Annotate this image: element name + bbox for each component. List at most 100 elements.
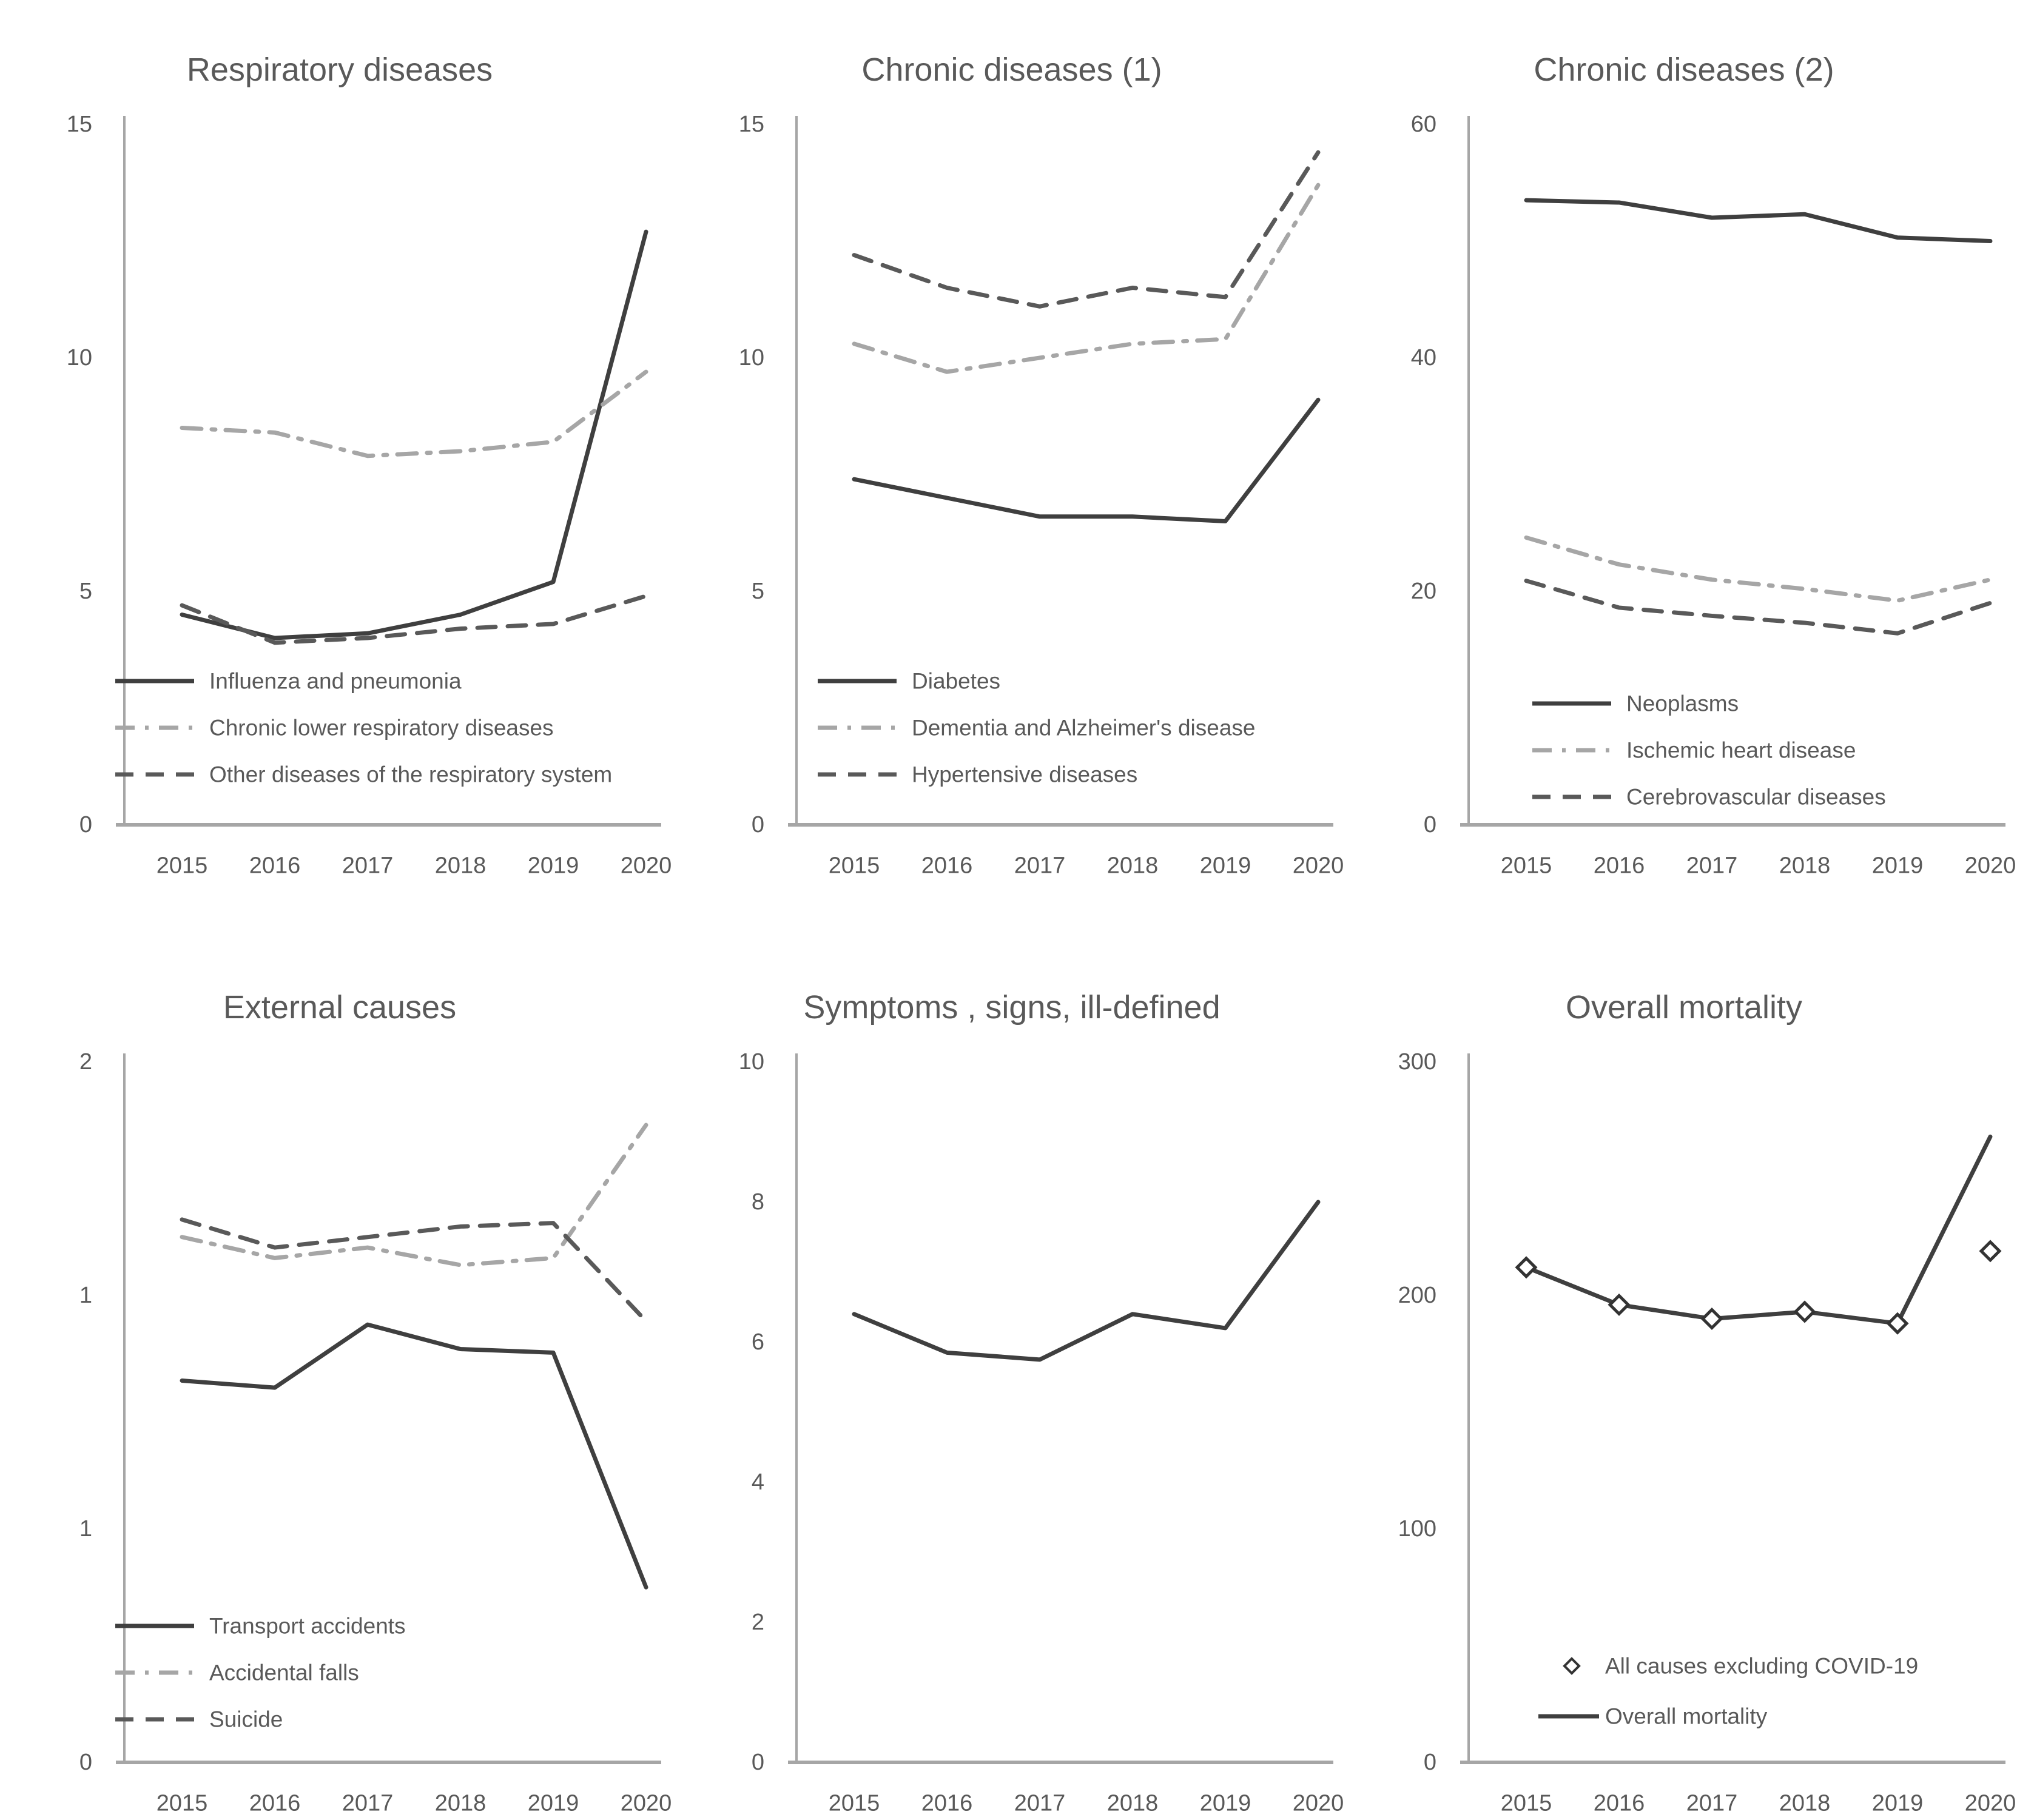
series-line-symptoms-signs-ill-defined xyxy=(852,1200,1321,1362)
x-tick-label: 2016 xyxy=(921,1790,973,1816)
chart-plot: 0 100 200 300 2015 2016 2017 2018 2019 2020 All ca… xyxy=(1398,1049,2016,1816)
chart-title: External causes xyxy=(223,989,456,1026)
legend-label-ischemic-heart-disease: Ischemic heart disease xyxy=(1626,738,1856,763)
marker-diamond-all-causes-excluding-covid-19 xyxy=(1886,1312,1909,1335)
legend-label-dementia-and-alzheimer-s-disease: Dementia and Alzheimer's disease xyxy=(912,716,1255,740)
y-tick-label: 300 xyxy=(1398,1049,1436,1075)
x-tick-label: 2019 xyxy=(528,1790,579,1816)
y-tick-label: 0 xyxy=(752,812,764,838)
x-tick-label: 2020 xyxy=(1965,853,2016,878)
x-tick-label: 2020 xyxy=(1293,1790,1344,1816)
y-tick-label: 4 xyxy=(752,1469,764,1495)
chart-plot: 0 1 1 2 2015 2016 2017 2018 2019 2020 Transport ac… xyxy=(79,1049,672,1816)
marker-diamond-all-causes-excluding-covid-19 xyxy=(1979,1240,2002,1263)
x-tick-label: 2018 xyxy=(1779,853,1831,878)
chart-plot: 0 5 10 15 2015 2016 2017 2018 2019 2020 Influenza … xyxy=(67,112,672,878)
x-tick-label: 2016 xyxy=(249,1790,301,1816)
x-tick-label: 2019 xyxy=(1200,1790,1251,1816)
y-tick-label: 2 xyxy=(752,1610,764,1635)
series-line-accidental-falls xyxy=(180,1123,648,1268)
x-tick-label: 2015 xyxy=(157,1790,208,1816)
x-tick-label: 2015 xyxy=(1501,1790,1552,1816)
y-tick-label: 10 xyxy=(67,345,92,371)
legend-label-accidental-falls: Accidental falls xyxy=(209,1660,359,1685)
y-tick-label: 0 xyxy=(752,1750,764,1775)
x-tick-label: 2016 xyxy=(249,853,301,878)
chart-title: Overall mortality xyxy=(1566,989,1802,1026)
x-tick-label: 2015 xyxy=(157,853,208,878)
series-line-suicide xyxy=(180,1217,648,1323)
y-tick-label: 1 xyxy=(79,1516,92,1542)
x-tick-label: 2017 xyxy=(1014,1790,1066,1816)
marker-diamond-all-causes-excluding-covid-19 xyxy=(1700,1307,1723,1331)
x-tick-label: 2016 xyxy=(921,853,973,878)
y-tick-label: 60 xyxy=(1411,112,1436,137)
y-tick-label: 15 xyxy=(67,112,92,137)
x-tick-label: 2020 xyxy=(621,853,672,878)
x-tick-label: 2016 xyxy=(1594,853,1645,878)
series-line-diabetes xyxy=(852,397,1321,523)
chart-symptoms-signs-ill-defined-svg: Symptoms , signs, ill-defined 0 2 4 6 8 10 201… xyxy=(739,989,1344,1816)
legend-label-overall-mortality: Overall mortality xyxy=(1605,1704,1768,1729)
chart-plot: 0 2 4 6 8 10 2015 2016 2017 2018 2019 2020 xyxy=(739,1049,1344,1816)
y-tick-label: 5 xyxy=(752,579,764,604)
y-tick-label: 0 xyxy=(1424,812,1436,838)
y-tick-label: 0 xyxy=(79,812,92,838)
chart-chronic-diseases-2-svg: Chronic diseases (2) 0 20 40 60 2015 2016 2017… xyxy=(1411,52,2016,878)
marker-diamond-all-causes-excluding-covid-19 xyxy=(1608,1293,1631,1316)
y-tick-label: 1 xyxy=(79,1283,92,1308)
x-tick-label: 2018 xyxy=(1779,1790,1831,1816)
series-line-chronic-lower-respiratory-diseases xyxy=(180,369,648,458)
x-tick-label: 2020 xyxy=(1965,1790,2016,1816)
y-tick-label: 8 xyxy=(752,1189,764,1215)
x-tick-label: 2015 xyxy=(829,1790,880,1816)
legend-label-suicide: Suicide xyxy=(209,1707,283,1732)
legend-label-neoplasms: Neoplasms xyxy=(1626,691,1739,716)
x-tick-label: 2016 xyxy=(1594,1790,1645,1816)
marker-diamond-all-causes-excluding-covid-19 xyxy=(1793,1300,1816,1323)
marker-diamond-all-causes-excluding-covid-19 xyxy=(1515,1256,1538,1279)
y-tick-label: 6 xyxy=(752,1329,764,1355)
x-tick-label: 2015 xyxy=(1501,853,1552,878)
y-tick-label: 0 xyxy=(1424,1750,1436,1775)
x-tick-label: 2017 xyxy=(1014,853,1066,878)
series-line-ischemic-heart-disease xyxy=(1524,535,1993,603)
y-tick-label: 10 xyxy=(739,345,764,371)
legend-label-transport-accidents: Transport accidents xyxy=(209,1614,406,1639)
chart-chronic-diseases-1: Chronic diseases (1) 0 5 10 15 2015 2016 2017 2… xyxy=(672,3,1344,882)
y-tick-label: 0 xyxy=(79,1750,92,1775)
legend-label-all-causes-excluding-covid-19: All causes excluding COVID-19 xyxy=(1605,1654,1918,1679)
legend-label-cerebrovascular-diseases: Cerebrovascular diseases xyxy=(1626,785,1886,810)
series-line-other-diseases-of-the-respiratory-system xyxy=(180,594,648,645)
x-tick-label: 2018 xyxy=(1107,1790,1159,1816)
series-line-transport-accidents xyxy=(180,1322,648,1590)
series-line-dementia-and-alzheimer-s-disease xyxy=(852,183,1321,374)
legend-label-hypertensive-diseases: Hypertensive diseases xyxy=(912,762,1137,787)
chart-overall-mortality-svg: Overall mortality 0 100 200 300 2015 2016 2017… xyxy=(1398,989,2016,1816)
legend-label-influenza-and-pneumonia: Influenza and pneumonia xyxy=(209,669,462,694)
x-tick-label: 2018 xyxy=(1107,853,1159,878)
y-tick-label: 20 xyxy=(1411,579,1436,604)
y-tick-label: 200 xyxy=(1398,1283,1436,1308)
x-tick-label: 2015 xyxy=(829,853,880,878)
series-line-cerebrovascular-diseases xyxy=(1524,579,1993,636)
chart-respiratory-diseases: Respiratory diseases 0 5 10 15 2015 2016 2017 2… xyxy=(0,3,672,882)
legend-label-diabetes: Diabetes xyxy=(912,669,1000,694)
x-tick-label: 2017 xyxy=(1686,853,1738,878)
chart-title: Respiratory diseases xyxy=(187,52,493,88)
y-tick-label: 10 xyxy=(739,1049,764,1075)
series-line-neoplasms xyxy=(1524,198,1993,243)
series-line-hypertensive-diseases xyxy=(852,150,1321,309)
chart-chronic-diseases-1-svg: Chronic diseases (1) 0 5 10 15 2015 2016 2017 2… xyxy=(739,52,1344,878)
chart-title: Chronic diseases (2) xyxy=(1534,52,1834,88)
chart-plot: 0 5 10 15 2015 2016 2017 2018 2019 2020 Diabetes De… xyxy=(739,112,1344,878)
series-line-overall-mortality xyxy=(1524,1134,1993,1326)
x-tick-label: 2017 xyxy=(1686,1790,1738,1816)
chart-title: Chronic diseases (1) xyxy=(861,52,1162,88)
y-tick-label: 100 xyxy=(1398,1516,1436,1542)
x-tick-label: 2018 xyxy=(435,853,487,878)
y-tick-label: 2 xyxy=(79,1049,92,1075)
series-line-influenza-and-pneumonia xyxy=(180,229,648,640)
x-tick-label: 2018 xyxy=(435,1790,487,1816)
chart-external-causes: External causes 0 1 1 2 2015 2016 2017 2018 2019… xyxy=(0,941,672,1820)
